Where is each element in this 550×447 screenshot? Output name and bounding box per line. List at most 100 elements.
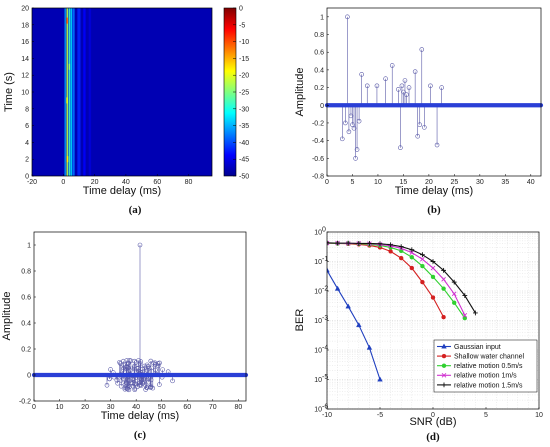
- stem-marker: [353, 156, 358, 161]
- colorbar-tick-label: 0: [239, 6, 243, 13]
- stem-marker: [153, 362, 158, 367]
- stem-marker: [121, 362, 126, 367]
- y-tick-label: 0.6: [21, 295, 31, 302]
- stem-marker: [137, 383, 143, 388]
- y-tick-label: 0.6: [314, 50, 324, 57]
- panel-d-xlabel: SNR (dB): [409, 416, 456, 428]
- dot-marker: [441, 363, 447, 368]
- heatmap-stripe: [66, 8, 68, 176]
- y-tick-label: -0.6: [312, 156, 324, 163]
- stem-marker: [137, 242, 143, 248]
- dot-marker: [462, 315, 467, 321]
- legend-box: [433, 339, 538, 393]
- y-tick-label: -0.2: [312, 120, 324, 127]
- y-tick-label: 18: [21, 22, 29, 29]
- plus-marker: [327, 240, 330, 246]
- stem-marker: [126, 383, 131, 388]
- panel-d-caption: (d): [426, 431, 440, 443]
- dot-marker: [441, 314, 446, 320]
- panel-c-ylabel: Amplitude: [1, 292, 13, 341]
- y-tick-label: 16: [21, 39, 29, 46]
- dot-marker: [399, 255, 404, 261]
- y-tick-label: 2: [25, 157, 29, 164]
- y-tick-label: 1: [320, 14, 324, 21]
- x-tick-label: 40: [527, 179, 535, 186]
- y-tick-label: 0: [320, 103, 324, 110]
- legend-entry: Shallow water channel: [437, 354, 524, 361]
- y-tick-label: 8: [25, 106, 29, 113]
- x-tick-label: 0: [32, 404, 36, 411]
- panel-b-axes: 0 5 10 15 20 25 30 35 40 -0.8 -0.6 -0.4 -0.2 0 0.2 0.4 0…: [312, 14, 535, 186]
- y-tick-label: 10: [21, 90, 29, 97]
- stem-marker: [404, 92, 409, 97]
- stem-marker: [124, 380, 130, 386]
- heatmap-hotspot: [68, 63, 71, 70]
- x-tick-label: 30: [476, 179, 484, 186]
- colorbar-tick-label: -15: [239, 56, 249, 63]
- y-tick-exponent: -2: [322, 286, 328, 293]
- ber-plot-area: [327, 240, 478, 382]
- y-tick-label: 20: [21, 6, 29, 13]
- stem-marker: [132, 387, 138, 393]
- x-marker: [462, 312, 468, 318]
- stem-marker: [142, 363, 147, 369]
- stem-marker: [401, 89, 406, 95]
- x-tick-label: -10: [322, 412, 332, 419]
- x-tick-label: 5: [484, 412, 488, 419]
- stem-marker: [374, 83, 380, 89]
- ber-series: [327, 240, 478, 316]
- x-tick-label: 0: [325, 179, 329, 186]
- legend-entry: relative motion 1m/s: [437, 373, 517, 380]
- x-tick-label: 20: [81, 404, 89, 411]
- legend-entry: relative motion 0.5m/s: [437, 363, 523, 370]
- heatmap-hotspot: [66, 156, 69, 163]
- panel-c-stem: 0 10 20 30 40 50 60 70 80-0.200.20.40.60.81 Time…: [1, 231, 249, 441]
- ber-series-line: [327, 270, 381, 380]
- x-tick-label: 0: [431, 412, 435, 419]
- stem-marker: [439, 85, 444, 90]
- triangle-marker: [327, 267, 330, 273]
- stem-marker: [124, 358, 129, 363]
- plus-marker: [420, 252, 425, 258]
- y-tick-label: 10: [314, 348, 322, 355]
- heatmap-stripe: [72, 8, 75, 176]
- stem-marker: [122, 385, 128, 390]
- dot-marker: [430, 274, 436, 280]
- x-tick-label: 40: [122, 179, 130, 186]
- stem-marker: [412, 69, 418, 74]
- plus-marker: [356, 241, 362, 246]
- plus-marker: [398, 244, 404, 249]
- legend-entry: Gaussian input: [437, 343, 501, 351]
- panel-c-xlabel: Time delay (ms): [101, 410, 179, 422]
- panel-c-frame: [33, 231, 247, 402]
- stem-marker: [399, 83, 405, 89]
- colorbar-tick-label: -20: [239, 73, 249, 80]
- heatmap-plot-area: [32, 8, 212, 176]
- x-tick-label: 80: [234, 404, 242, 411]
- legend-entry: relative motion 1.5m/s: [437, 382, 523, 389]
- x-marker: [451, 291, 457, 297]
- legend-label: relative motion 0.5m/s: [454, 363, 523, 370]
- colorbar-tick-label: -5: [239, 22, 245, 29]
- panel-a-caption: (a): [129, 204, 142, 216]
- stem-marker: [132, 366, 137, 372]
- colorbar-tick-label: -25: [239, 90, 249, 97]
- heatmap-background: [32, 8, 212, 176]
- y-tick-label: 10: [314, 259, 322, 266]
- stem-marker: [356, 118, 362, 124]
- stem-plot-area-c: [31, 242, 249, 393]
- stem-marker: [132, 358, 137, 364]
- stem-marker: [140, 380, 146, 386]
- y-tick-exponent: 0: [322, 227, 326, 234]
- triangle-marker: [334, 285, 341, 291]
- stem-marker: [398, 145, 403, 151]
- plus-marker: [473, 310, 478, 316]
- plus-marker: [441, 267, 446, 273]
- stem-marker: [348, 113, 354, 119]
- stem-marker: [160, 367, 165, 372]
- plus-marker: [377, 241, 383, 247]
- y-tick-label: 1: [27, 243, 31, 250]
- x-marker: [420, 256, 425, 262]
